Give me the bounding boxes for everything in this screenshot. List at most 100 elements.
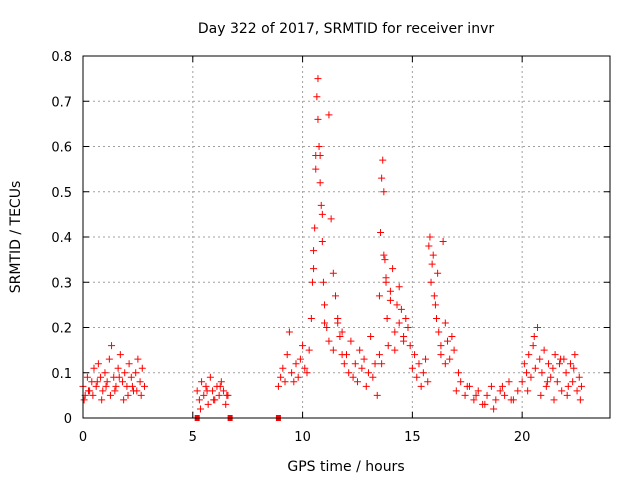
data-point [461,391,469,399]
data-point [98,396,106,404]
data-point [102,382,110,390]
data-point [425,242,433,250]
data-point [534,324,542,331]
data-point [549,364,557,372]
data-point [446,355,454,363]
data-point [222,400,230,408]
data-point [195,396,203,404]
data-point [441,360,449,368]
data-point [120,396,128,404]
data-point [133,387,141,395]
data-point [127,373,135,381]
data-point [296,355,304,363]
data-point [349,373,357,381]
data-point [358,364,366,372]
data-point [307,314,315,322]
data-point [573,387,581,395]
data-point [137,391,145,399]
data-point [395,283,403,291]
data-point [487,382,495,390]
data-point [375,351,383,359]
data-point [220,387,228,395]
data-point [391,346,399,354]
data-point [124,391,132,399]
data-point [428,260,436,268]
data-point [279,364,287,372]
y-tick-label: 0.5 [51,186,72,201]
data-point [315,143,323,150]
data-point [356,346,364,354]
data-point [105,355,113,363]
data-point [112,382,120,390]
data-point [470,396,478,404]
data-point [345,369,353,377]
data-point [518,378,526,386]
axis-ticks: 0 0.1 0.2 0.3 0.4 0.5 0.6 0.7 0.8 0 5 10 15 20 [51,50,610,445]
data-point [448,333,456,341]
data-point [384,342,392,350]
data-point [90,364,98,372]
data-point [558,387,566,395]
data-point [305,346,313,354]
data-point [530,333,538,341]
data-point [531,364,539,372]
data-point [198,378,206,386]
data-point [84,387,92,395]
data-point [115,373,123,381]
data-point [362,382,370,390]
data-point [369,373,377,381]
data-point [283,351,291,359]
data-point [426,233,434,241]
data-point [520,360,528,368]
data-point [406,342,414,350]
data-point [450,346,458,354]
data-point [472,391,480,399]
data-point [318,210,326,218]
data-point [525,351,533,359]
data-point [505,378,513,386]
data-point [288,369,296,377]
data-point [316,179,324,187]
data-point [537,391,545,399]
data-point [128,382,136,390]
data-point [380,188,388,196]
data-point [553,378,561,386]
data-point [379,156,387,164]
data-point [294,373,302,381]
data-point [543,378,551,386]
data-point [101,369,109,377]
data-point [136,378,144,386]
chart-title: Day 322 of 2017, SRMTID for receiver inv… [198,21,494,37]
data-point [336,333,344,341]
data-point [419,369,427,377]
data-point [373,391,381,399]
data-point [439,238,447,246]
data-point [404,324,412,331]
data-point [429,251,437,259]
data-point [318,238,326,246]
data-point [299,342,307,350]
data-point [360,355,368,363]
data-point [492,396,500,404]
data-point [377,228,385,236]
y-tick-label: 0.6 [51,141,72,156]
data-point [116,351,124,359]
data-point [463,382,471,390]
data-point [134,355,142,363]
data-point [200,391,208,399]
data-point [316,152,324,160]
data-point [551,351,559,359]
data-point [303,369,311,377]
data-point [210,396,218,404]
data-point [202,382,210,390]
data-point [310,247,318,255]
data-point [575,373,583,381]
data-point [545,360,553,368]
data-point [437,342,445,350]
data-point [380,251,388,259]
data-point [501,391,509,399]
data-point [140,382,148,390]
data-point [217,378,225,386]
data-point [125,360,133,368]
data-point [397,305,405,313]
